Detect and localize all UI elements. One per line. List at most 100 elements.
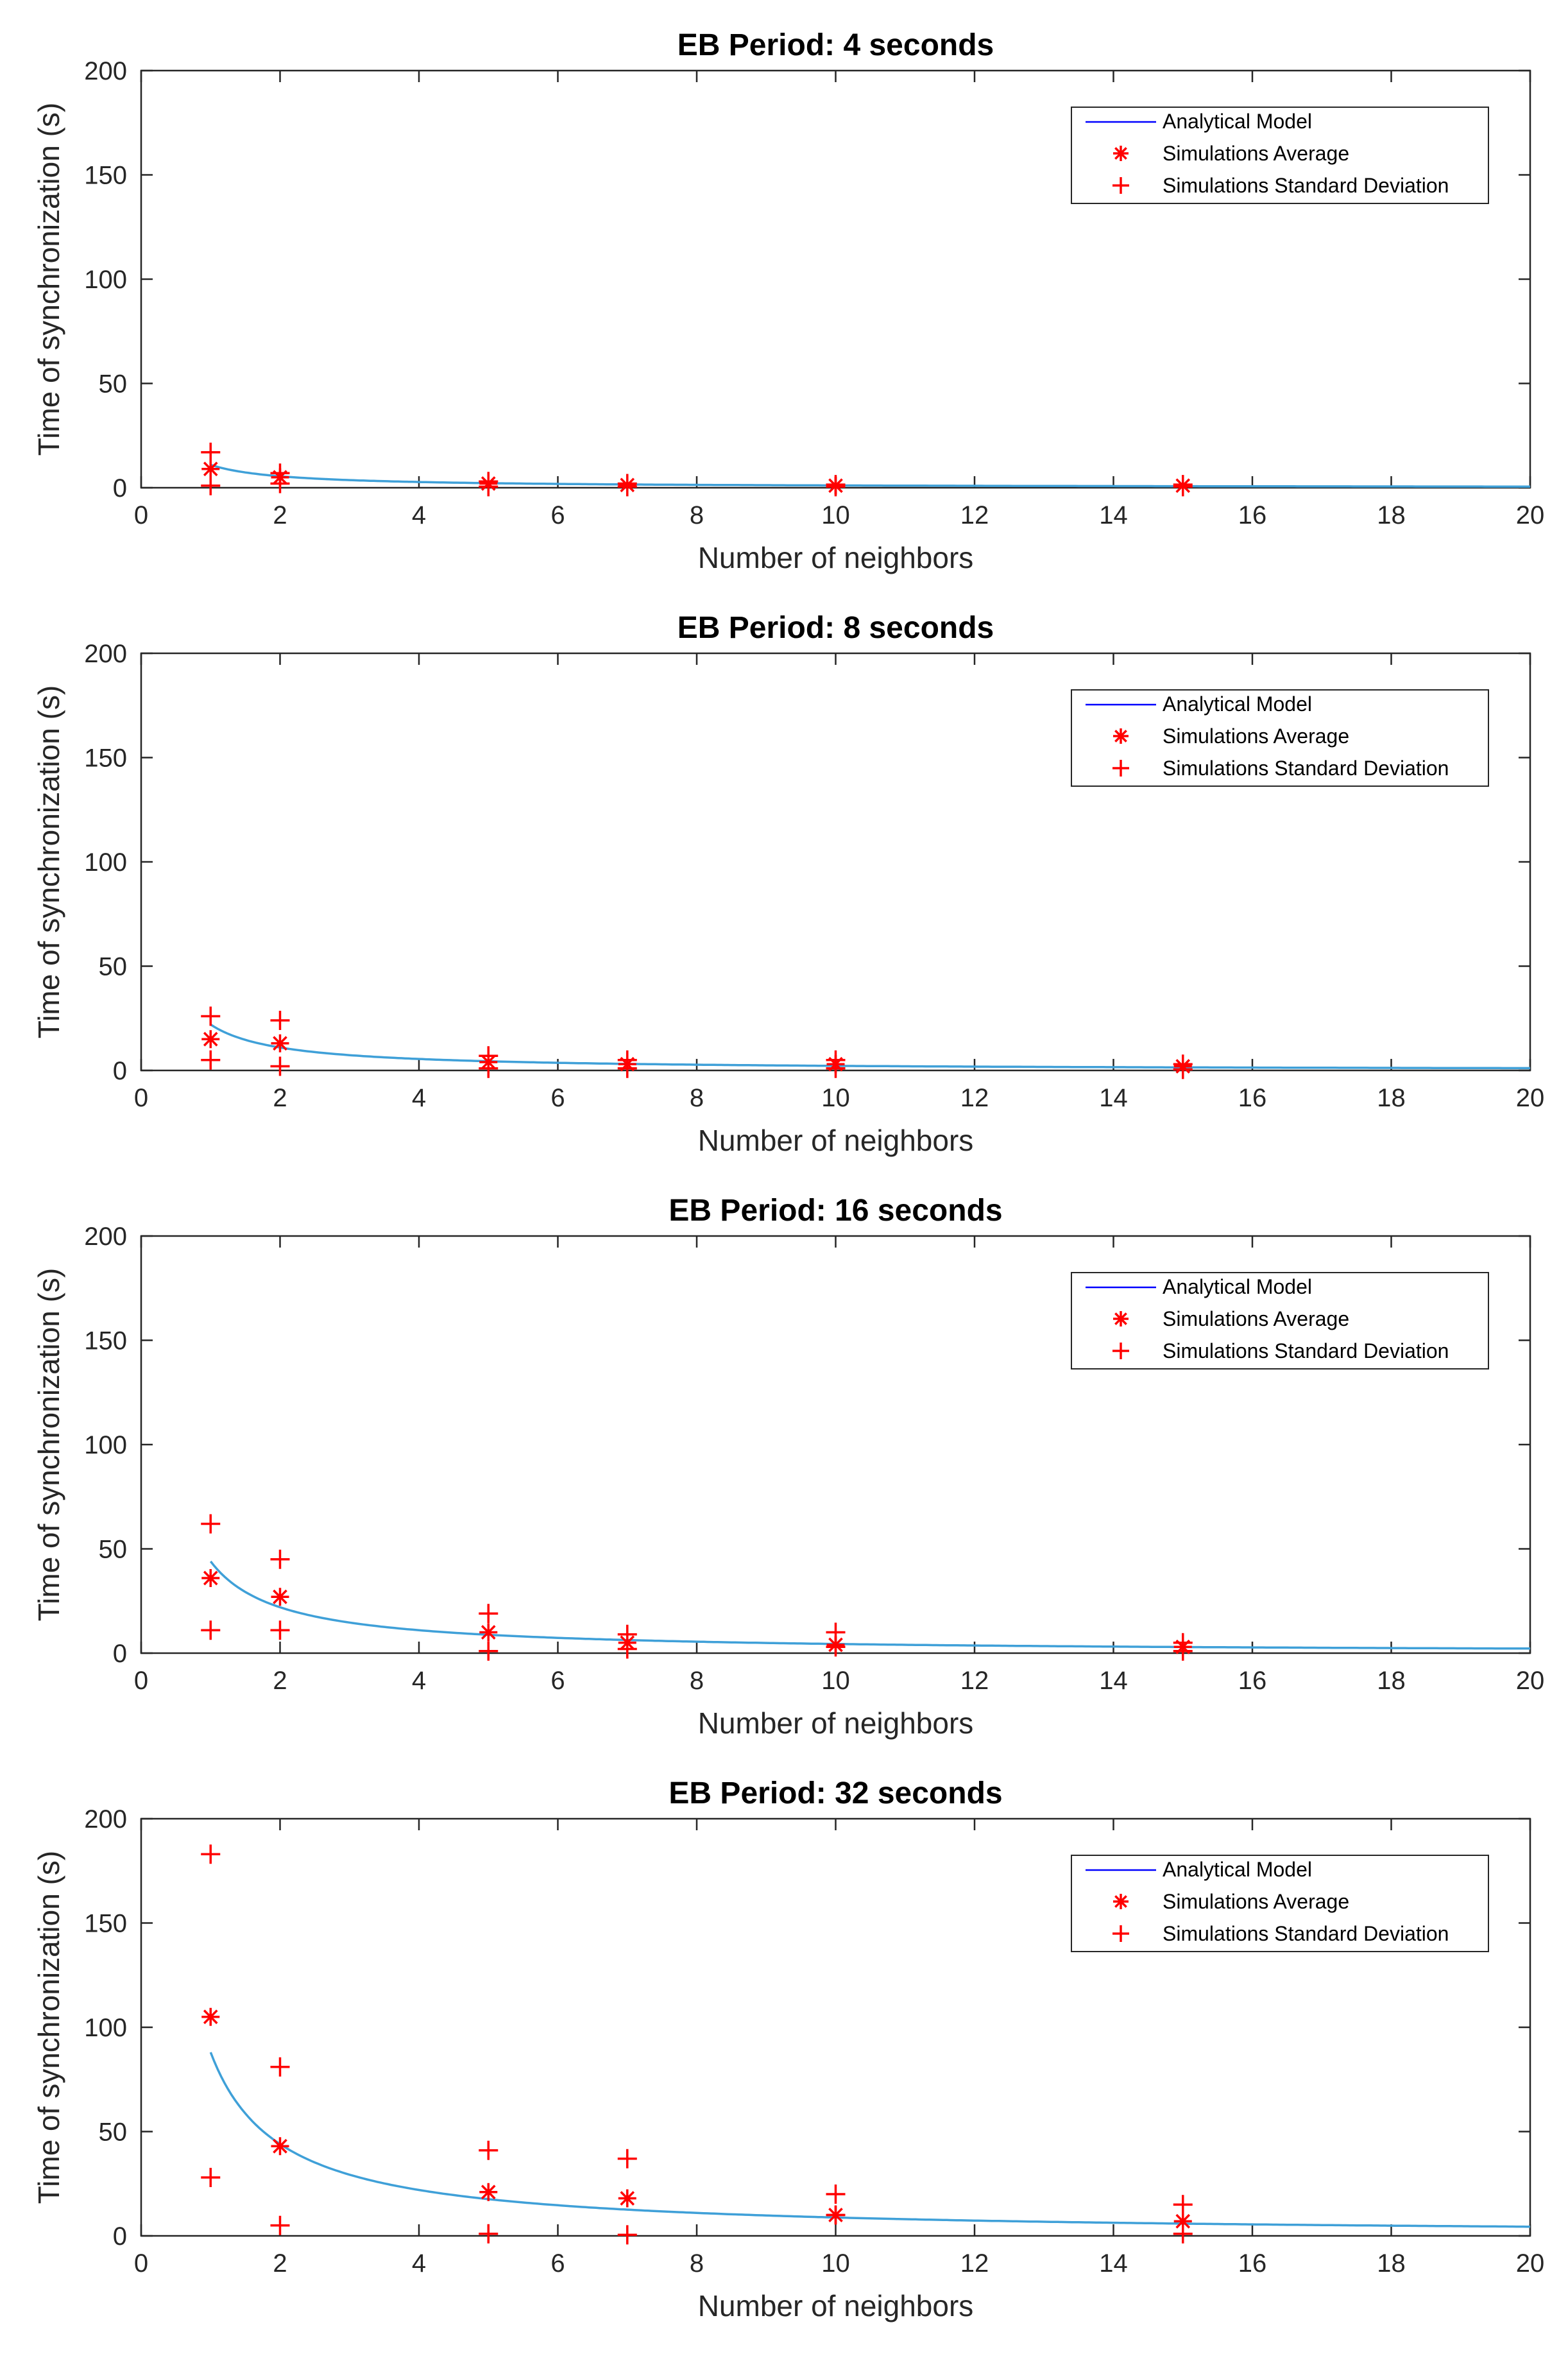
std-upper-point xyxy=(201,1844,221,1864)
x-tick-label: 6 xyxy=(550,501,565,529)
x-tick-label: 18 xyxy=(1377,501,1406,529)
x-tick-label: 10 xyxy=(821,1667,850,1695)
std-lower-point xyxy=(270,474,290,494)
legend-star-swatch xyxy=(1113,1311,1129,1326)
y-tick-label: 150 xyxy=(84,744,127,773)
star-d2 xyxy=(481,2185,496,2200)
average-point xyxy=(1173,2212,1192,2231)
x-tick-label: 20 xyxy=(1516,1084,1545,1112)
x-tick-label: 12 xyxy=(960,2249,989,2278)
std-lower-point xyxy=(479,2224,499,2244)
legend-entry-label: Simulations Standard Deviation xyxy=(1163,1922,1449,1945)
legend: Analytical Model Simulations Average Simul… xyxy=(1071,689,1489,787)
average-point xyxy=(201,1569,220,1587)
std-lower-point xyxy=(201,476,221,495)
std-upper-point xyxy=(270,1549,290,1569)
legend-entry-label: Simulations Average xyxy=(1163,725,1349,748)
y-tick-label: 150 xyxy=(84,1910,127,1938)
y-tick-label: 100 xyxy=(84,1431,127,1459)
std-lower-point xyxy=(479,1058,499,1078)
star-d2 xyxy=(620,2191,635,2206)
x-tick-label: 20 xyxy=(1516,1667,1545,1695)
x-tick-label: 2 xyxy=(273,1084,287,1112)
y-tick-label: 0 xyxy=(113,1640,127,1668)
x-tick-label: 10 xyxy=(821,2249,850,2278)
legend: Analytical Model Simulations Average Simul… xyxy=(1071,1855,1489,1952)
x-tick-label: 12 xyxy=(960,1084,989,1112)
y-tick-label: 0 xyxy=(113,1057,127,1085)
legend-entry-label: Simulations Standard Deviation xyxy=(1163,1339,1449,1362)
average-point xyxy=(201,459,220,478)
analytical-model-line xyxy=(210,463,1530,488)
star-d2 xyxy=(1175,2213,1191,2229)
legend-plus-swatch xyxy=(1112,1925,1129,1942)
y-tick-label: 200 xyxy=(84,1805,127,1833)
star-d2 xyxy=(481,1625,496,1640)
std-lower-point xyxy=(270,1620,290,1640)
analytical-model-line xyxy=(209,2052,1530,2228)
x-tick-label: 10 xyxy=(821,1084,850,1112)
star-d2 xyxy=(273,1036,287,1051)
star-d2 xyxy=(273,1589,287,1604)
legend-entry-label: Simulations Average xyxy=(1163,1890,1349,1913)
x-tick-label: 14 xyxy=(1099,2249,1128,2278)
chart-title: EB Period: 4 seconds xyxy=(677,28,994,62)
x-tick-label: 8 xyxy=(690,501,704,529)
legend-plus-swatch xyxy=(1112,760,1129,777)
std-lower-point xyxy=(201,1620,221,1640)
std-lower-point xyxy=(270,2215,290,2235)
y-tick-label: 200 xyxy=(84,1223,127,1251)
legend-star-swatch xyxy=(1113,1894,1129,1909)
x-tick-label: 16 xyxy=(1238,2249,1267,2278)
chart-title: EB Period: 8 seconds xyxy=(677,611,994,645)
std-lower-point xyxy=(201,1050,221,1070)
x-axis-label: Number of neighbors xyxy=(698,2289,974,2322)
x-tick-label: 18 xyxy=(1377,2249,1406,2278)
std-lower-point xyxy=(201,2168,221,2187)
std-lower-point xyxy=(617,477,637,497)
analytical-model-line xyxy=(209,1560,1530,1650)
x-tick-label: 20 xyxy=(1516,501,1545,529)
average-point xyxy=(201,2007,220,2026)
average-point xyxy=(201,1030,220,1049)
std-lower-point xyxy=(270,1056,290,1076)
y-tick-label: 100 xyxy=(84,266,127,294)
legend-entry-label: Analytical Model xyxy=(1163,1275,1312,1298)
y-tick-label: 0 xyxy=(113,474,127,502)
x-tick-label: 4 xyxy=(412,1084,426,1112)
star-d2 xyxy=(1114,730,1127,743)
std-lower-point xyxy=(479,1641,499,1661)
chart-title: EB Period: 16 seconds xyxy=(669,1194,1002,1228)
average-point xyxy=(271,2137,289,2156)
legend-star-swatch xyxy=(1113,728,1129,744)
x-axis-label: Number of neighbors xyxy=(698,1706,974,1740)
std-lower-point xyxy=(617,2225,637,2245)
simulation-markers xyxy=(201,442,1193,497)
x-tick-label: 20 xyxy=(1516,2249,1545,2278)
x-tick-label: 16 xyxy=(1238,1667,1267,1695)
x-tick-label: 10 xyxy=(821,501,850,529)
legend-entry-label: Simulations Average xyxy=(1163,1307,1349,1330)
x-tick-label: 14 xyxy=(1099,1084,1128,1112)
std-upper-point xyxy=(479,2140,499,2160)
simulation-markers xyxy=(201,1006,1193,1079)
x-tick-label: 0 xyxy=(134,1667,148,1695)
std-upper-point xyxy=(479,1604,499,1624)
x-tick-label: 6 xyxy=(550,1084,565,1112)
x-tick-label: 2 xyxy=(273,2249,287,2278)
std-lower-point xyxy=(479,477,499,497)
y-axis-label: Time of synchronization (s) xyxy=(32,685,65,1038)
std-lower-point xyxy=(1173,477,1193,497)
x-tick-label: 0 xyxy=(134,1084,148,1112)
y-tick-label: 50 xyxy=(99,953,128,981)
simulation-markers xyxy=(201,1514,1193,1661)
x-tick-label: 18 xyxy=(1377,1667,1406,1695)
star-d2 xyxy=(1114,1895,1127,1908)
std-upper-point xyxy=(201,442,221,462)
y-tick-label: 50 xyxy=(99,370,128,399)
average-point xyxy=(271,1588,289,1606)
y-tick-label: 150 xyxy=(84,162,127,190)
